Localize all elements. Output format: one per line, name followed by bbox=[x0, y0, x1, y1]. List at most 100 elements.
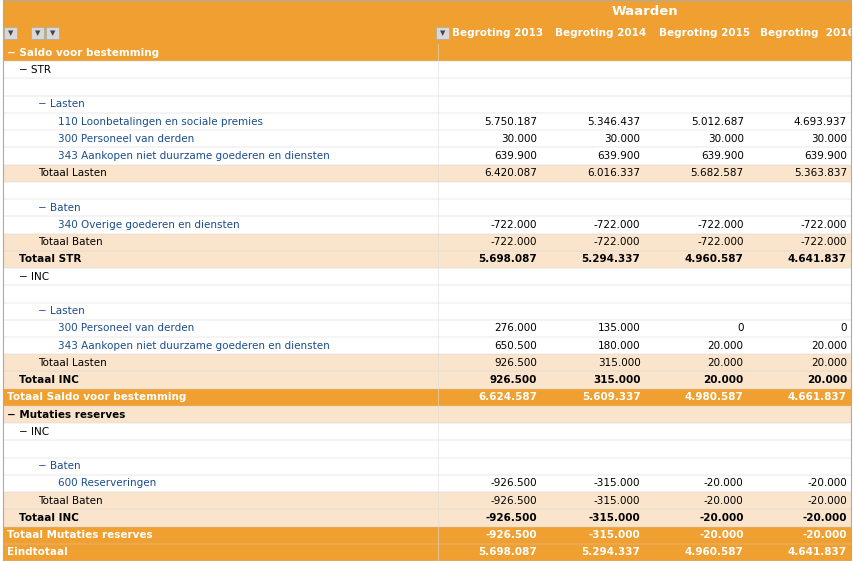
Text: 600 Reserveringen: 600 Reserveringen bbox=[58, 479, 156, 489]
Text: − Mutaties reserves: − Mutaties reserves bbox=[7, 410, 125, 420]
Bar bbox=[3, 96, 850, 113]
Text: 343 Aankopen niet duurzame goederen en diensten: 343 Aankopen niet duurzame goederen en d… bbox=[58, 341, 329, 351]
Text: 30.000: 30.000 bbox=[707, 134, 743, 144]
Text: 4.960.587: 4.960.587 bbox=[684, 548, 743, 558]
Text: 5.294.337: 5.294.337 bbox=[581, 548, 640, 558]
Text: 4.641.837: 4.641.837 bbox=[787, 255, 846, 264]
Text: 639.900: 639.900 bbox=[597, 151, 640, 161]
Text: Totaal Baten: Totaal Baten bbox=[38, 237, 102, 247]
Text: -20.000: -20.000 bbox=[699, 513, 743, 523]
Text: 30.000: 30.000 bbox=[604, 134, 640, 144]
Bar bbox=[3, 285, 850, 302]
Text: 300 Personeel van derden: 300 Personeel van derden bbox=[58, 134, 194, 144]
Text: − Lasten: − Lasten bbox=[38, 306, 84, 316]
Bar bbox=[3, 337, 850, 354]
Text: 650.500: 650.500 bbox=[494, 341, 537, 351]
Text: -722.000: -722.000 bbox=[490, 220, 537, 230]
Bar bbox=[3, 164, 850, 182]
Text: Totaal Lasten: Totaal Lasten bbox=[38, 358, 107, 368]
Text: 0: 0 bbox=[736, 323, 743, 333]
Text: 639.900: 639.900 bbox=[700, 151, 743, 161]
Text: 110 Loonbetalingen en sociale premies: 110 Loonbetalingen en sociale premies bbox=[58, 117, 263, 127]
Text: 5.609.337: 5.609.337 bbox=[581, 392, 640, 402]
Bar bbox=[436, 27, 449, 39]
Bar bbox=[3, 199, 850, 217]
Text: -20.000: -20.000 bbox=[703, 496, 743, 505]
Text: Totaal Saldo voor bestemming: Totaal Saldo voor bestemming bbox=[7, 392, 186, 402]
Bar bbox=[4, 27, 17, 39]
Bar bbox=[3, 354, 850, 371]
Text: -926.500: -926.500 bbox=[490, 479, 537, 489]
Bar bbox=[3, 509, 850, 527]
Text: 5.346.437: 5.346.437 bbox=[587, 117, 640, 127]
Bar bbox=[3, 492, 850, 509]
Text: 20.000: 20.000 bbox=[703, 375, 743, 385]
Text: Eindtotaal: Eindtotaal bbox=[7, 548, 67, 558]
Text: 315.000: 315.000 bbox=[592, 375, 640, 385]
Text: − Baten: − Baten bbox=[38, 203, 80, 213]
Text: Begroting 2014: Begroting 2014 bbox=[554, 28, 646, 38]
Text: 6.016.337: 6.016.337 bbox=[587, 168, 640, 178]
Bar bbox=[3, 182, 850, 199]
Bar bbox=[3, 371, 850, 389]
Text: -20.000: -20.000 bbox=[802, 513, 846, 523]
Bar bbox=[3, 44, 850, 61]
Bar bbox=[3, 440, 850, 458]
Text: 5.012.687: 5.012.687 bbox=[690, 117, 743, 127]
Text: 20.000: 20.000 bbox=[806, 375, 846, 385]
Bar bbox=[3, 320, 850, 337]
Text: 5.698.087: 5.698.087 bbox=[478, 548, 537, 558]
Bar bbox=[3, 0, 850, 22]
Text: Totaal Mutaties reserves: Totaal Mutaties reserves bbox=[7, 530, 153, 540]
Text: 343 Aankopen niet duurzame goederen en diensten: 343 Aankopen niet duurzame goederen en d… bbox=[58, 151, 329, 161]
Bar bbox=[3, 113, 850, 130]
Text: Waarden: Waarden bbox=[611, 4, 677, 17]
Text: − Baten: − Baten bbox=[38, 461, 80, 471]
Text: Totaal INC: Totaal INC bbox=[19, 513, 78, 523]
Text: ▼: ▼ bbox=[9, 30, 14, 36]
Text: ▼: ▼ bbox=[440, 30, 445, 36]
Text: -722.000: -722.000 bbox=[799, 220, 846, 230]
Bar bbox=[3, 475, 850, 492]
Bar bbox=[3, 233, 850, 251]
Text: 300 Personeel van derden: 300 Personeel van derden bbox=[58, 323, 194, 333]
Text: -722.000: -722.000 bbox=[696, 237, 743, 247]
Text: 4.980.587: 4.980.587 bbox=[684, 392, 743, 402]
Text: 4.661.837: 4.661.837 bbox=[787, 392, 846, 402]
Text: -20.000: -20.000 bbox=[699, 530, 743, 540]
Bar bbox=[32, 27, 44, 39]
Text: -722.000: -722.000 bbox=[594, 237, 640, 247]
Text: -315.000: -315.000 bbox=[594, 479, 640, 489]
Text: -315.000: -315.000 bbox=[588, 530, 640, 540]
Text: Totaal STR: Totaal STR bbox=[19, 255, 81, 264]
Text: − Saldo voor bestemming: − Saldo voor bestemming bbox=[7, 48, 159, 58]
Bar bbox=[3, 423, 850, 440]
Text: 340 Overige goederen en diensten: 340 Overige goederen en diensten bbox=[58, 220, 240, 230]
Text: Begroting 2013: Begroting 2013 bbox=[451, 28, 543, 38]
Text: -315.000: -315.000 bbox=[588, 513, 640, 523]
Text: Totaal INC: Totaal INC bbox=[19, 375, 78, 385]
Text: 20.000: 20.000 bbox=[810, 341, 846, 351]
Text: 315.000: 315.000 bbox=[597, 358, 640, 368]
Text: Totaal Lasten: Totaal Lasten bbox=[38, 168, 107, 178]
Text: 4.693.937: 4.693.937 bbox=[793, 117, 846, 127]
Text: 639.900: 639.900 bbox=[804, 151, 846, 161]
Text: 5.363.837: 5.363.837 bbox=[793, 168, 846, 178]
Bar bbox=[3, 22, 850, 44]
Text: 639.900: 639.900 bbox=[494, 151, 537, 161]
Bar bbox=[3, 217, 850, 233]
Bar bbox=[3, 527, 850, 544]
Text: 5.750.187: 5.750.187 bbox=[484, 117, 537, 127]
Bar bbox=[3, 61, 850, 79]
Text: -315.000: -315.000 bbox=[594, 496, 640, 505]
Text: -722.000: -722.000 bbox=[696, 220, 743, 230]
Text: Totaal Baten: Totaal Baten bbox=[38, 496, 102, 505]
Text: 6.420.087: 6.420.087 bbox=[484, 168, 537, 178]
Text: -926.500: -926.500 bbox=[485, 530, 537, 540]
Bar bbox=[3, 268, 850, 285]
Text: 926.500: 926.500 bbox=[490, 375, 537, 385]
Text: -722.000: -722.000 bbox=[594, 220, 640, 230]
Text: − INC: − INC bbox=[19, 272, 49, 282]
Text: 20.000: 20.000 bbox=[810, 358, 846, 368]
Text: ▼: ▼ bbox=[50, 30, 55, 36]
